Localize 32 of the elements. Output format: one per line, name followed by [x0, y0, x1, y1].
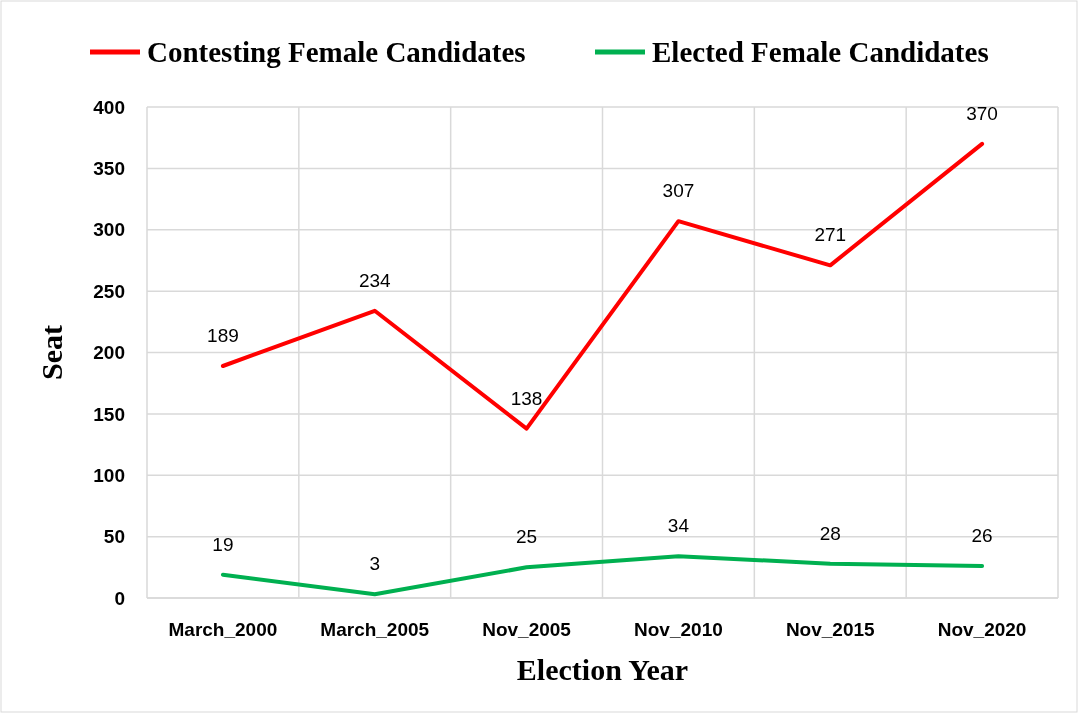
data-label: 28: [819, 522, 841, 544]
data-label: 25: [516, 526, 538, 548]
x-tick-label: Nov_2010: [634, 619, 723, 640]
x-axis-title: Election Year: [516, 653, 689, 686]
x-tick-label: March_2005: [320, 619, 430, 640]
x-tick-label: Nov_2015: [785, 619, 876, 640]
data-label: 307: [662, 180, 695, 202]
data-label: 234: [358, 269, 392, 291]
data-label: 138: [510, 387, 543, 409]
y-tick-label: 0: [114, 587, 125, 609]
y-tick-label: 400: [93, 96, 125, 118]
y-tick-label: 100: [93, 464, 125, 486]
data-label: 19: [212, 533, 234, 555]
y-tick-label: 200: [93, 342, 125, 364]
legend-label: Contesting Female Candidates: [147, 36, 526, 68]
x-tick-label: March_2000: [168, 619, 278, 640]
data-label: 3: [369, 553, 381, 575]
y-tick-label: 300: [93, 219, 125, 241]
data-label: 189: [207, 325, 239, 346]
x-tick-label: Nov_2020: [937, 619, 1027, 640]
y-axis-title: Seat: [35, 325, 68, 380]
data-label: 34: [667, 515, 690, 537]
data-label: 370: [966, 102, 998, 124]
y-tick-label: 150: [93, 403, 125, 425]
legend-label: Elected Female Candidates: [652, 36, 989, 68]
data-label: 26: [971, 525, 993, 547]
y-tick-label: 350: [93, 158, 125, 180]
line-series: [220, 554, 985, 597]
data-label: 271: [814, 224, 847, 246]
y-tick-label: 250: [93, 280, 125, 302]
y-tick-label: 50: [103, 526, 125, 548]
x-tick-label: Nov_2005: [482, 619, 572, 640]
